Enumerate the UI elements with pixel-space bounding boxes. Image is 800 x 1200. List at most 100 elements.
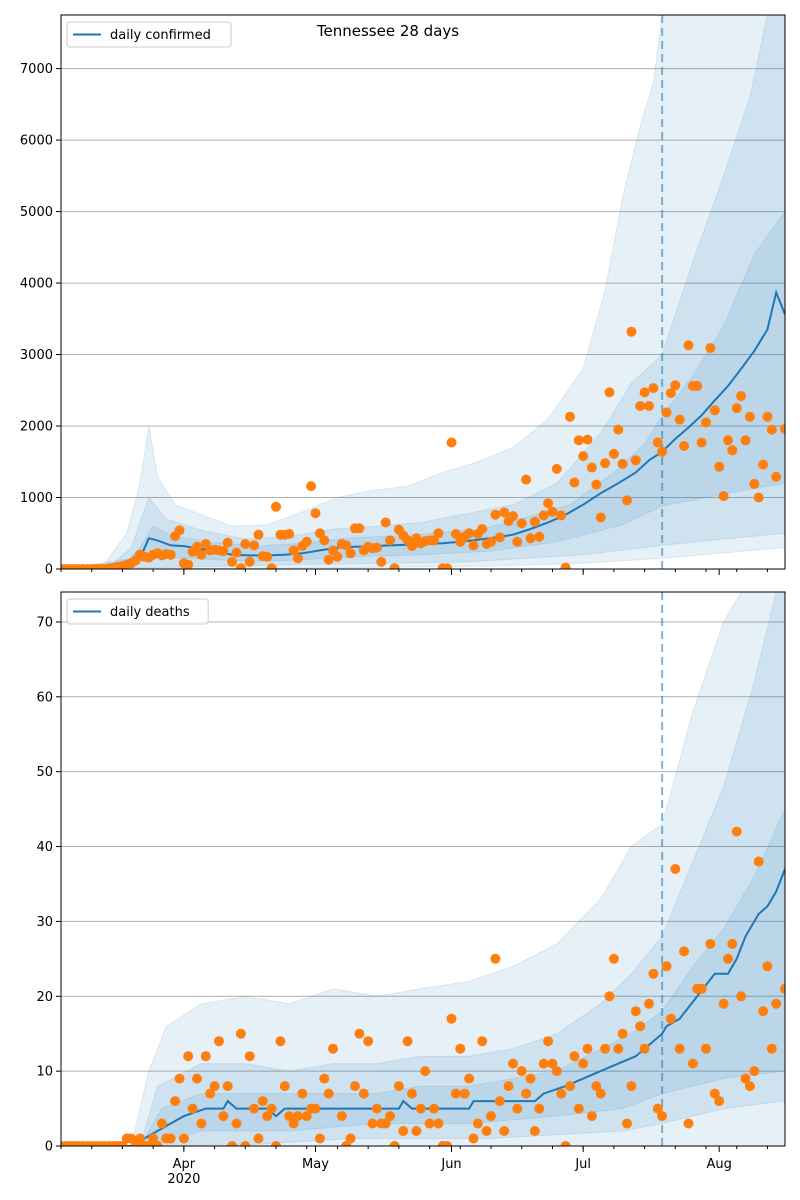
observed-point [481, 1126, 492, 1136]
observed-point [731, 403, 742, 414]
observed-point [455, 1043, 466, 1054]
observed-point [310, 1103, 321, 1114]
observed-point [630, 455, 641, 466]
observed-point [156, 1118, 167, 1129]
y-tick-label: 3000 [20, 348, 53, 363]
observed-point [512, 1103, 523, 1114]
observed-point [292, 1111, 303, 1122]
observed-point [525, 1073, 536, 1084]
observed-point [284, 1111, 295, 1122]
observed-point [521, 1088, 532, 1099]
observed-point [538, 510, 549, 521]
observed-point [271, 501, 281, 512]
observed-point [367, 1118, 378, 1129]
observed-point [701, 417, 711, 428]
observed-point [345, 548, 356, 559]
y-tick-label: 0 [45, 563, 53, 578]
observed-point [385, 1111, 396, 1122]
observed-point [222, 537, 233, 548]
observed-point [586, 1111, 597, 1122]
observed-point [591, 1081, 602, 1092]
observed-point [648, 968, 659, 979]
axes-frame [60, 591, 786, 1147]
observed-point [635, 1021, 646, 1032]
observed-point [503, 1081, 514, 1092]
observed-point [547, 1058, 558, 1069]
observed-point [380, 517, 391, 528]
observed-point [192, 541, 202, 552]
observed-point [187, 1103, 198, 1114]
observed-point [235, 1028, 246, 1039]
observed-point [446, 1013, 457, 1024]
observed-point [709, 1088, 720, 1099]
observed-point [284, 529, 295, 539]
observed-point [762, 961, 773, 972]
x-tick-label: Jul [574, 1157, 591, 1172]
observed-point [262, 1111, 273, 1122]
confidence-band-middle [61, 15, 785, 569]
observed-point [244, 1051, 255, 1062]
confirmed-subplot: 0 1000 2000 3000 4000 5000 6000 7000 Tennessee 2… [20, 14, 786, 578]
observed-point [389, 1141, 400, 1146]
observed-point [692, 381, 703, 391]
observed-point [424, 1118, 435, 1129]
observed-point [516, 518, 527, 529]
observed-point [753, 856, 764, 867]
observed-point [600, 1043, 611, 1054]
confidence-band-inner [61, 210, 785, 569]
observed-point [753, 492, 764, 503]
x-tick-label: Aug [706, 1157, 731, 1172]
observed-point [529, 1126, 540, 1136]
observed-point [744, 1081, 755, 1092]
observed-point [472, 1118, 483, 1129]
observed-point [271, 1141, 281, 1146]
observed-point [780, 423, 785, 434]
observed-point [617, 458, 628, 469]
observed-point [222, 1081, 233, 1092]
observed-point [297, 1088, 308, 1099]
observed-point [371, 542, 382, 553]
observed-point [205, 1088, 216, 1099]
observed-point [178, 1133, 189, 1144]
observed-point [358, 1088, 369, 1099]
observed-point [420, 1066, 431, 1077]
observed-point [674, 414, 685, 425]
observed-point [679, 441, 690, 451]
observed-point [534, 1103, 545, 1114]
observed-point [490, 953, 501, 964]
observed-point [723, 953, 733, 964]
observed-point [196, 549, 207, 560]
chart-title: Tennessee 28 days [316, 22, 459, 40]
observed-point [429, 1103, 439, 1114]
observed-point [411, 1126, 422, 1136]
observed-point [240, 539, 251, 549]
observed-point [279, 1081, 290, 1092]
observed-point [744, 411, 755, 422]
observed-point [727, 445, 738, 456]
observed-point [560, 1141, 571, 1146]
observed-point [709, 405, 720, 416]
observed-point [766, 424, 777, 435]
observed-point [363, 1036, 374, 1047]
observed-point [648, 383, 659, 394]
observed-point [780, 983, 785, 994]
observed-point [595, 1088, 606, 1099]
observed-point [486, 536, 496, 547]
observed-point [165, 549, 176, 560]
observed-point [135, 1133, 145, 1144]
observed-point [591, 479, 602, 490]
y-tick-label: 6000 [20, 134, 53, 149]
observed-point [468, 540, 479, 551]
observed-point [665, 388, 676, 399]
observed-point [319, 535, 330, 546]
observed-point [314, 1133, 325, 1144]
observed-point [762, 411, 773, 422]
observed-point [622, 495, 632, 506]
observed-point [560, 562, 571, 569]
plot-area [61, 592, 785, 1146]
observed-point [521, 474, 532, 485]
observed-point [306, 481, 317, 492]
observed-point [661, 961, 672, 972]
observed-point [345, 1133, 356, 1144]
